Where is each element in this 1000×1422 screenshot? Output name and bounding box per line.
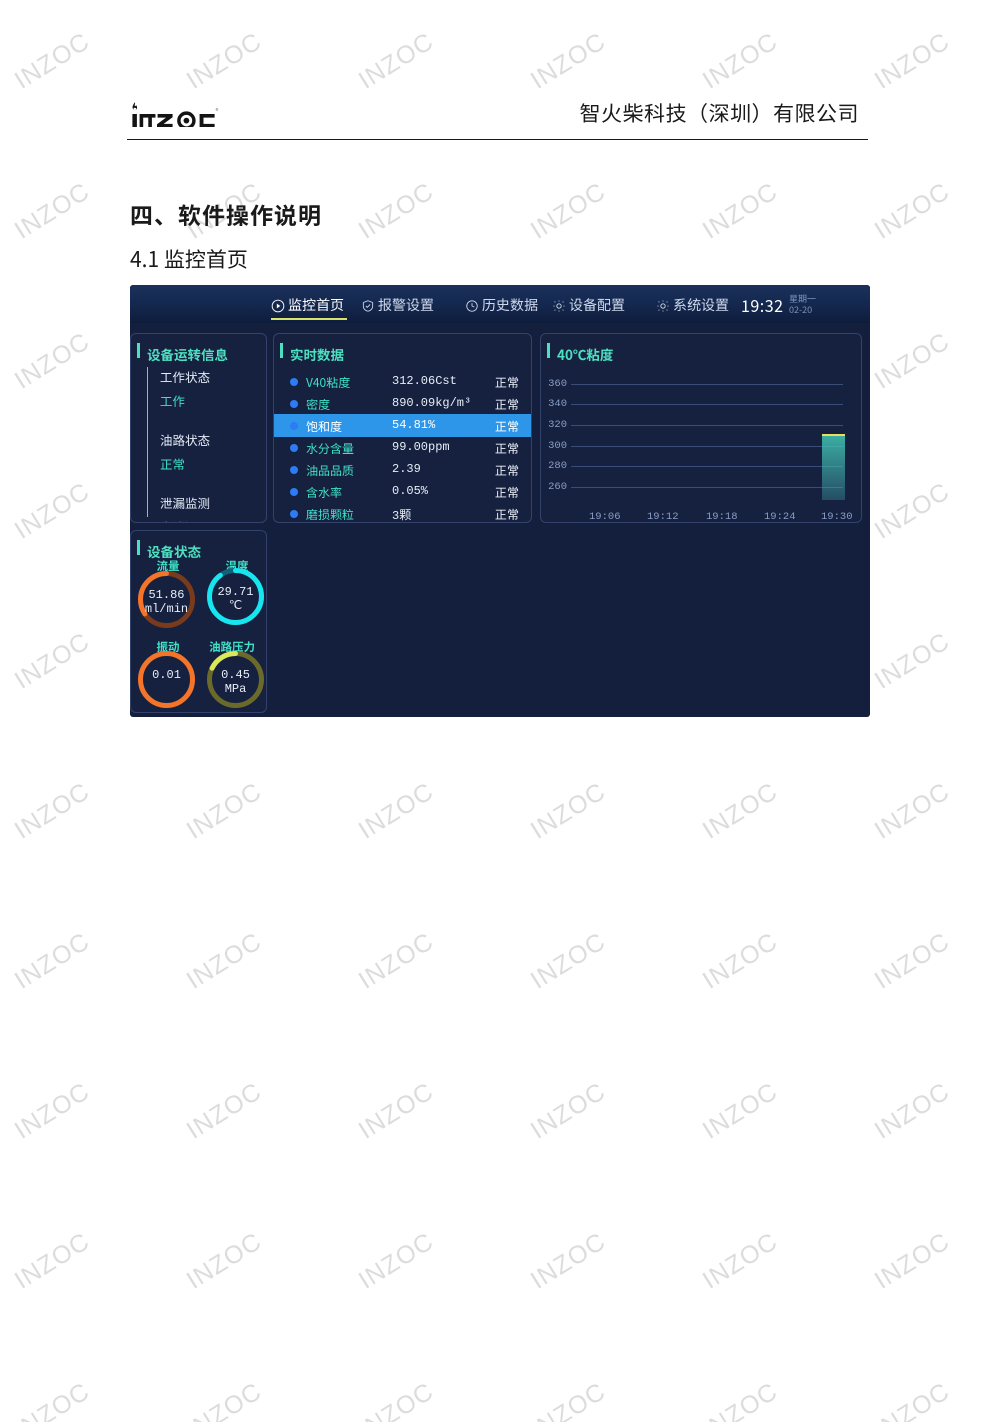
svg-text:®: ® [216, 108, 219, 112]
